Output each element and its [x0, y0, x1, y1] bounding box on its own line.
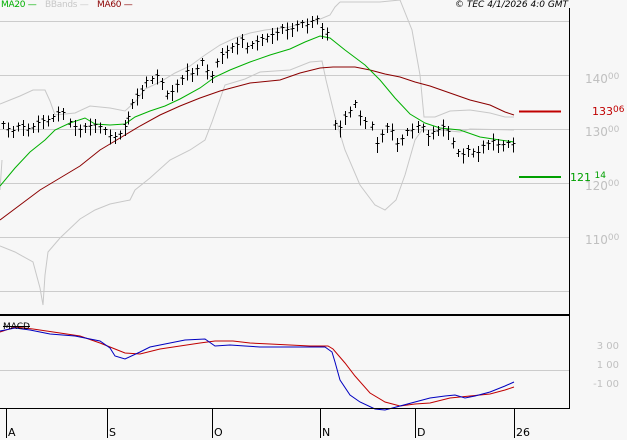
legend-bbands: BBands — — [45, 0, 89, 10]
price-axis-label: 12000 — [585, 179, 620, 193]
ma60-value-tag: 13306 — [592, 105, 625, 118]
time-axis-label: A — [8, 426, 16, 439]
chart-legend: MA20 — BBands — MA60 — — [1, 0, 138, 10]
price-axis-label: 11000 — [585, 233, 620, 247]
price-axis-label: 14000 — [585, 72, 620, 86]
ma60-line — [0, 66, 515, 221]
price-axis-label: 13000 — [585, 125, 620, 139]
time-axis-label: O — [214, 426, 223, 439]
time-axis-label: 26 — [516, 426, 530, 439]
x-ticks — [6, 409, 515, 438]
price-bars — [1, 15, 516, 164]
macd-line — [0, 327, 515, 411]
ma20-line — [0, 35, 515, 187]
time-axis-label: D — [417, 426, 426, 439]
time-axis-label: S — [109, 426, 116, 439]
copyright-timestamp: © TEC 4/1/2026 4:0 GMT — [455, 0, 569, 10]
macd-signal-line — [0, 326, 515, 407]
ma20-value-tag: 121 14 — [570, 171, 606, 184]
macd-title: MACD — [3, 322, 30, 332]
time-axis-label: N — [322, 426, 331, 439]
macd-axis-label: 1 00 — [596, 360, 619, 371]
legend-ma60: MA60 — — [97, 0, 133, 10]
gridlines — [0, 21, 569, 371]
legend-ma20: MA20 — — [1, 0, 37, 10]
macd-axis-label: -1 00 — [593, 379, 619, 390]
macd-axis-label: 3 00 — [596, 341, 619, 352]
